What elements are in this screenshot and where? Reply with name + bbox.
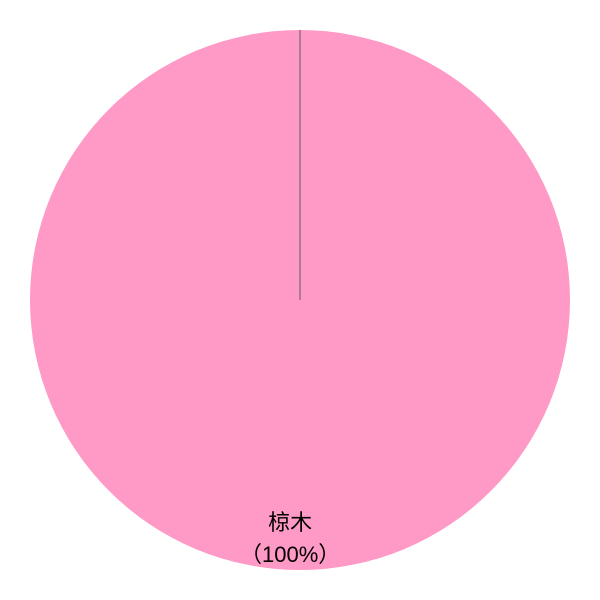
slice-name: 椋木 (240, 505, 340, 537)
slice-percent: （100%） (240, 537, 340, 569)
slice-label-group: 椋木 （100%） (240, 505, 340, 569)
pie-chart-container: 椋木 （100%） (0, 0, 600, 600)
